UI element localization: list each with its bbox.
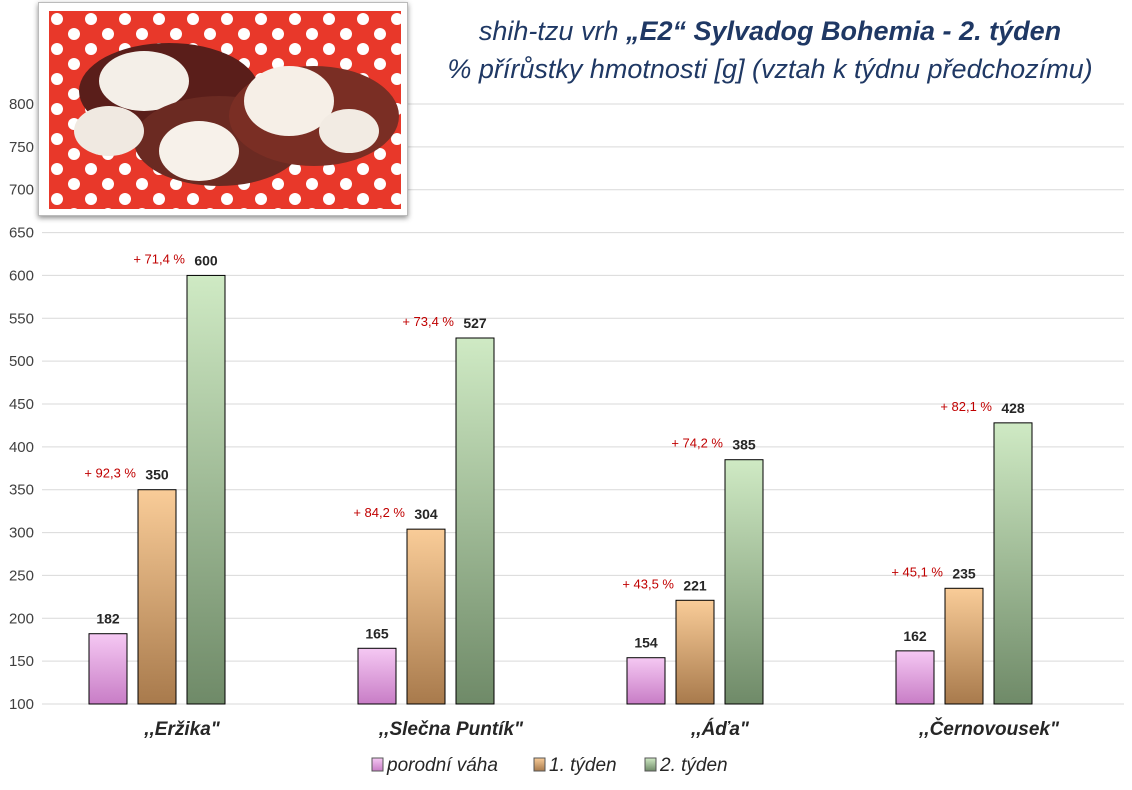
value-label: 162 (903, 628, 927, 644)
category-label: ,,Eržika" (143, 719, 221, 740)
growth-label: + 84,2 % (353, 505, 405, 520)
value-label: 221 (683, 577, 707, 593)
bar-tyden1 (944, 587, 984, 705)
category-label: ,,Černovousek" (918, 718, 1060, 740)
bar-porodni (895, 650, 935, 705)
y-tick-label: 350 (9, 482, 34, 499)
growth-label: + 45,1 % (891, 564, 943, 579)
bar-porodni (357, 647, 397, 705)
legend-label: 2. týden (659, 755, 728, 776)
bars (88, 274, 1033, 705)
y-tick-label: 400 (9, 439, 34, 456)
value-label: 600 (194, 252, 218, 268)
y-tick-label: 300 (9, 525, 34, 542)
title-line-2: % přírůstky hmotnosti [g] (vztah k týdnu… (447, 54, 1093, 84)
value-label: 385 (732, 437, 756, 453)
value-label: 165 (365, 625, 389, 641)
y-tick-label: 450 (9, 396, 34, 413)
legend-swatch (371, 757, 384, 772)
y-tick-label: 200 (9, 610, 34, 627)
value-label: 304 (414, 506, 438, 522)
y-tick-label: 250 (9, 567, 34, 584)
value-label: 182 (96, 611, 120, 627)
legend: porodní váha 1. týden 2. týden (371, 755, 728, 776)
bar-tyden2 (724, 459, 764, 705)
y-tick-label: 150 (9, 653, 34, 670)
legend-label: porodní váha (386, 755, 498, 776)
y-tick-label: 550 (9, 310, 34, 327)
value-label: 527 (463, 315, 487, 331)
bar-tyden2 (186, 274, 226, 705)
y-tick-label: 750 (9, 139, 34, 156)
y-tick-label: 500 (9, 353, 34, 370)
category-label: ,,Áďa" (690, 718, 750, 740)
legend-swatch (644, 757, 657, 772)
category-label: ,,Slečna Puntík" (378, 719, 524, 740)
y-tick-label: 700 (9, 182, 34, 199)
puppies-photo (38, 2, 408, 216)
growth-label: + 92,3 % (84, 466, 136, 481)
legend-label: 1. týden (549, 755, 617, 776)
puppies-illustration (49, 11, 401, 209)
y-tick-label: 650 (9, 225, 34, 242)
growth-label: + 73,4 % (402, 314, 454, 329)
growth-label: + 74,2 % (671, 436, 723, 451)
bar-tyden1 (406, 528, 446, 705)
bar-tyden1 (675, 599, 715, 705)
data-labels: 182 350 + 92,3 % 600 + 71,4 % ,,Eržika" 165 304… (84, 251, 1060, 740)
bar-tyden2 (455, 337, 495, 705)
bar-porodni (626, 657, 666, 705)
y-tick-label: 100 (9, 696, 34, 713)
growth-label: + 43,5 % (622, 576, 674, 591)
bar-tyden2 (993, 422, 1033, 705)
value-label: 428 (1001, 400, 1025, 416)
growth-label: + 71,4 % (133, 251, 185, 266)
photo-image (49, 11, 401, 209)
title-prefix: shih-tzu vrh (478, 16, 626, 46)
bar-porodni (88, 633, 128, 705)
growth-label: + 82,1 % (940, 399, 992, 414)
legend-swatch (533, 757, 546, 772)
value-label: 154 (634, 635, 658, 651)
bar-tyden1 (137, 489, 177, 705)
y-tick-label: 600 (9, 267, 34, 284)
title-line-1: shih-tzu vrh „E2“ Sylvadog Bohemia - 2. … (400, 12, 1132, 50)
chart-title: shih-tzu vrh „E2“ Sylvadog Bohemia - 2. … (400, 12, 1132, 88)
y-tick-label: 800 (9, 96, 34, 113)
title-bold: „E2“ Sylvadog Bohemia - 2. týden (625, 16, 1062, 46)
value-label: 235 (952, 565, 976, 581)
value-label: 350 (145, 467, 169, 483)
